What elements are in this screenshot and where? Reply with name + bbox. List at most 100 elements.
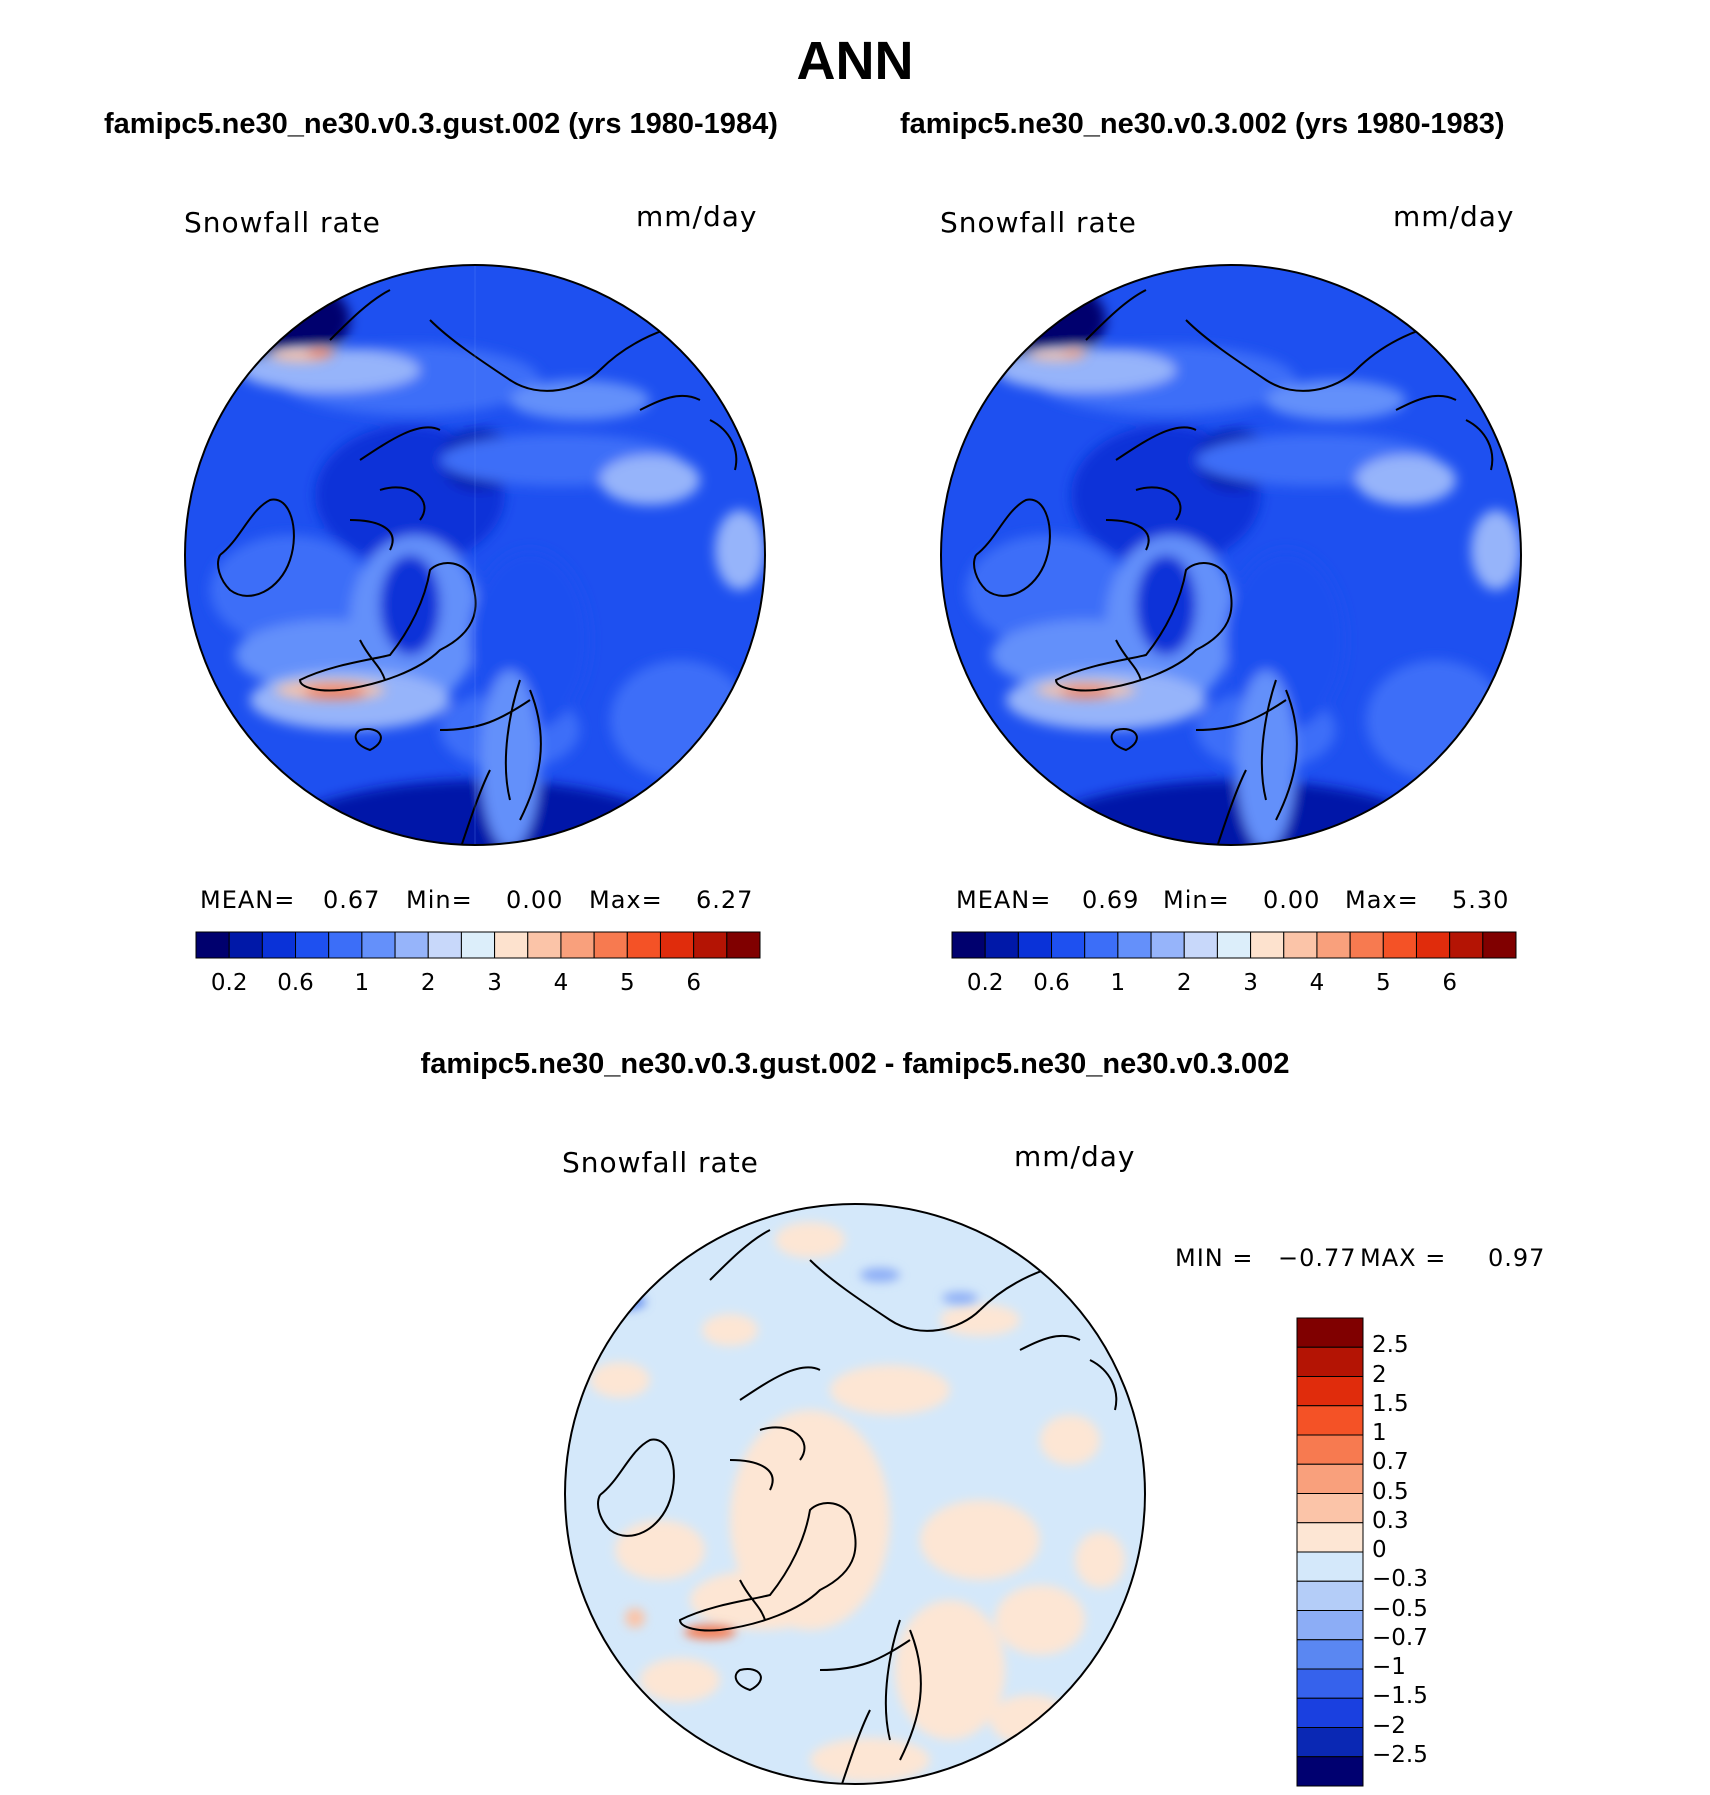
colorbar-diff-tick-label: 0	[1372, 1537, 1387, 1563]
colorbar-1-tick-label: 2	[420, 970, 436, 996]
colorbar-1-swatch	[593, 931, 628, 959]
colorbar-2-swatch	[1084, 931, 1119, 959]
case-title-2: famipc5.ne30_ne30.v0.3.002 (yrs 1980-198…	[900, 108, 1505, 140]
colorbar-2-tick-label: 3	[1243, 970, 1258, 996]
colorbar-diff-swatch	[1296, 1756, 1364, 1787]
min-label-2: Min=	[1163, 886, 1230, 914]
colorbar-2-swatch	[1150, 931, 1185, 959]
colorbar-1-swatch	[460, 931, 496, 959]
colorbar-diff-swatch	[1296, 1639, 1364, 1670]
mean-label-2: MEAN=	[956, 886, 1052, 914]
colorbar-2-swatch	[1415, 931, 1451, 959]
colorbar-diff-swatch	[1296, 1551, 1364, 1582]
colorbar-diff-ticks: 2.5 2 1.5 1 0.7 0.5 0.3 0 −0.3 −0.5 −0.7 −1 −1.5 −2 −2…	[1372, 1316, 1482, 1788]
mean-label-1: MEAN=	[200, 886, 296, 914]
colorbar-2	[951, 931, 1517, 959]
colorbar-diff-swatch	[1296, 1522, 1364, 1553]
variable-label-2: Snowfall rate	[940, 206, 1137, 239]
colorbar-1-tick-label: 1	[354, 970, 370, 996]
colorbar-diff-swatch	[1296, 1346, 1364, 1377]
colorbar-2-swatch	[984, 931, 1019, 959]
colorbar-1-swatch	[560, 931, 595, 959]
colorbar-1-tick-label: 5	[619, 970, 635, 996]
colorbar-1-swatch	[626, 931, 661, 959]
colorbar-2-swatch	[1382, 931, 1417, 959]
colorbar-2-tick-label: 5	[1375, 970, 1391, 996]
colorbar-diff-tick-label: −1.5	[1372, 1683, 1428, 1710]
colorbar-1-swatch	[328, 931, 363, 959]
colorbar-2-swatch	[1117, 931, 1152, 959]
colorbar-1-tick-label: 6	[686, 970, 701, 996]
colorbar-2-swatch	[1283, 931, 1318, 959]
diff-min-value: −0.77	[1278, 1244, 1357, 1272]
colorbar-1-tick-label: 0.2	[210, 970, 248, 996]
case-title-1: famipc5.ne30_ne30.v0.3.gust.002 (yrs 198…	[104, 108, 778, 140]
colorbar-2-swatch	[1250, 931, 1285, 959]
colorbar-diff-swatch	[1296, 1727, 1364, 1758]
colorbar-diff-swatch	[1296, 1697, 1364, 1728]
colorbar-1-swatch	[693, 931, 728, 959]
colorbar-diff-tick-label: 0.3	[1372, 1507, 1409, 1534]
polar-map-1	[184, 264, 766, 846]
colorbar-diff-swatch	[1296, 1668, 1364, 1699]
diff-max-value: 0.97	[1488, 1244, 1546, 1272]
colorbar-diff-swatch	[1296, 1463, 1364, 1494]
colorbar-1-swatch	[228, 931, 263, 959]
units-label-2: mm/day	[1393, 200, 1515, 233]
colorbar-1-ticks: 0.2 0.6 1 2 3 4 5 6	[195, 970, 761, 1000]
colorbar-diff-tick-label: 2	[1372, 1361, 1387, 1388]
max-label-1: Max=	[589, 886, 663, 914]
colorbar-diff-swatch	[1296, 1580, 1364, 1611]
colorbar-diff-tick-label: −2.5	[1372, 1741, 1428, 1768]
polar-map-diff	[564, 1203, 1146, 1785]
colorbar-1-swatch	[195, 931, 230, 959]
units-label-diff: mm/day	[1014, 1140, 1136, 1173]
colorbar-diff-swatch	[1296, 1376, 1364, 1407]
mean-value-2: 0.69	[1082, 886, 1140, 914]
max-value-2: 5.30	[1452, 886, 1510, 914]
colorbar-1-swatch	[295, 931, 330, 959]
colorbar-diff-tick-label: 0.7	[1372, 1449, 1409, 1476]
page-title: ANN	[796, 31, 914, 91]
colorbar-2-swatch	[1051, 931, 1086, 959]
colorbar-1-tick-label: 4	[553, 970, 569, 996]
colorbar-2-swatch	[951, 931, 986, 959]
colorbar-1-tick-label: 3	[487, 970, 502, 996]
colorbar-1-swatch	[427, 931, 462, 959]
colorbar-2-tick-label: 0.2	[966, 970, 1004, 996]
variable-label-1: Snowfall rate	[184, 206, 381, 239]
variable-label-diff: Snowfall rate	[562, 1146, 759, 1179]
colorbar-1-swatch	[494, 931, 529, 959]
colorbar-1-swatch	[261, 931, 297, 959]
colorbar-diff-swatch	[1296, 1493, 1364, 1524]
colorbar-1	[195, 931, 761, 959]
colorbar-2-tick-label: 1	[1110, 970, 1126, 996]
colorbar-diff	[1296, 1317, 1364, 1787]
colorbar-1-swatch	[361, 931, 396, 959]
units-label-1: mm/day	[636, 200, 758, 233]
colorbar-2-tick-label: 0.6	[1033, 970, 1070, 996]
colorbar-diff-tick-label: −0.5	[1372, 1595, 1428, 1622]
colorbar-2-ticks: 0.2 0.6 1 2 3 4 5 6	[951, 970, 1517, 1000]
colorbar-2-tick-label: 6	[1442, 970, 1457, 996]
colorbar-diff-tick-label: 2.5	[1372, 1332, 1409, 1359]
colorbar-1-swatch	[659, 931, 695, 959]
colorbar-1-swatch	[394, 931, 429, 959]
colorbar-diff-swatch	[1296, 1317, 1364, 1348]
colorbar-2-swatch	[1349, 931, 1384, 959]
colorbar-diff-tick-label: 1.5	[1372, 1390, 1409, 1417]
colorbar-diff-tick-label: −1	[1372, 1654, 1406, 1680]
colorbar-diff-tick-label: −2	[1372, 1712, 1406, 1739]
colorbar-2-swatch	[1183, 931, 1218, 959]
colorbar-2-tick-label: 4	[1309, 970, 1325, 996]
min-label-1: Min=	[406, 886, 473, 914]
colorbar-2-swatch	[1482, 931, 1517, 959]
mean-value-1: 0.67	[323, 886, 381, 914]
colorbar-1-swatch	[726, 931, 761, 959]
colorbar-2-swatch	[1449, 931, 1484, 959]
colorbar-1-tick-label: 0.6	[277, 970, 314, 996]
colorbar-diff-swatch	[1296, 1405, 1364, 1436]
colorbar-diff-tick-label: −0.3	[1372, 1566, 1428, 1593]
max-label-2: Max=	[1345, 886, 1419, 914]
diff-max-label: MAX =	[1360, 1244, 1447, 1272]
